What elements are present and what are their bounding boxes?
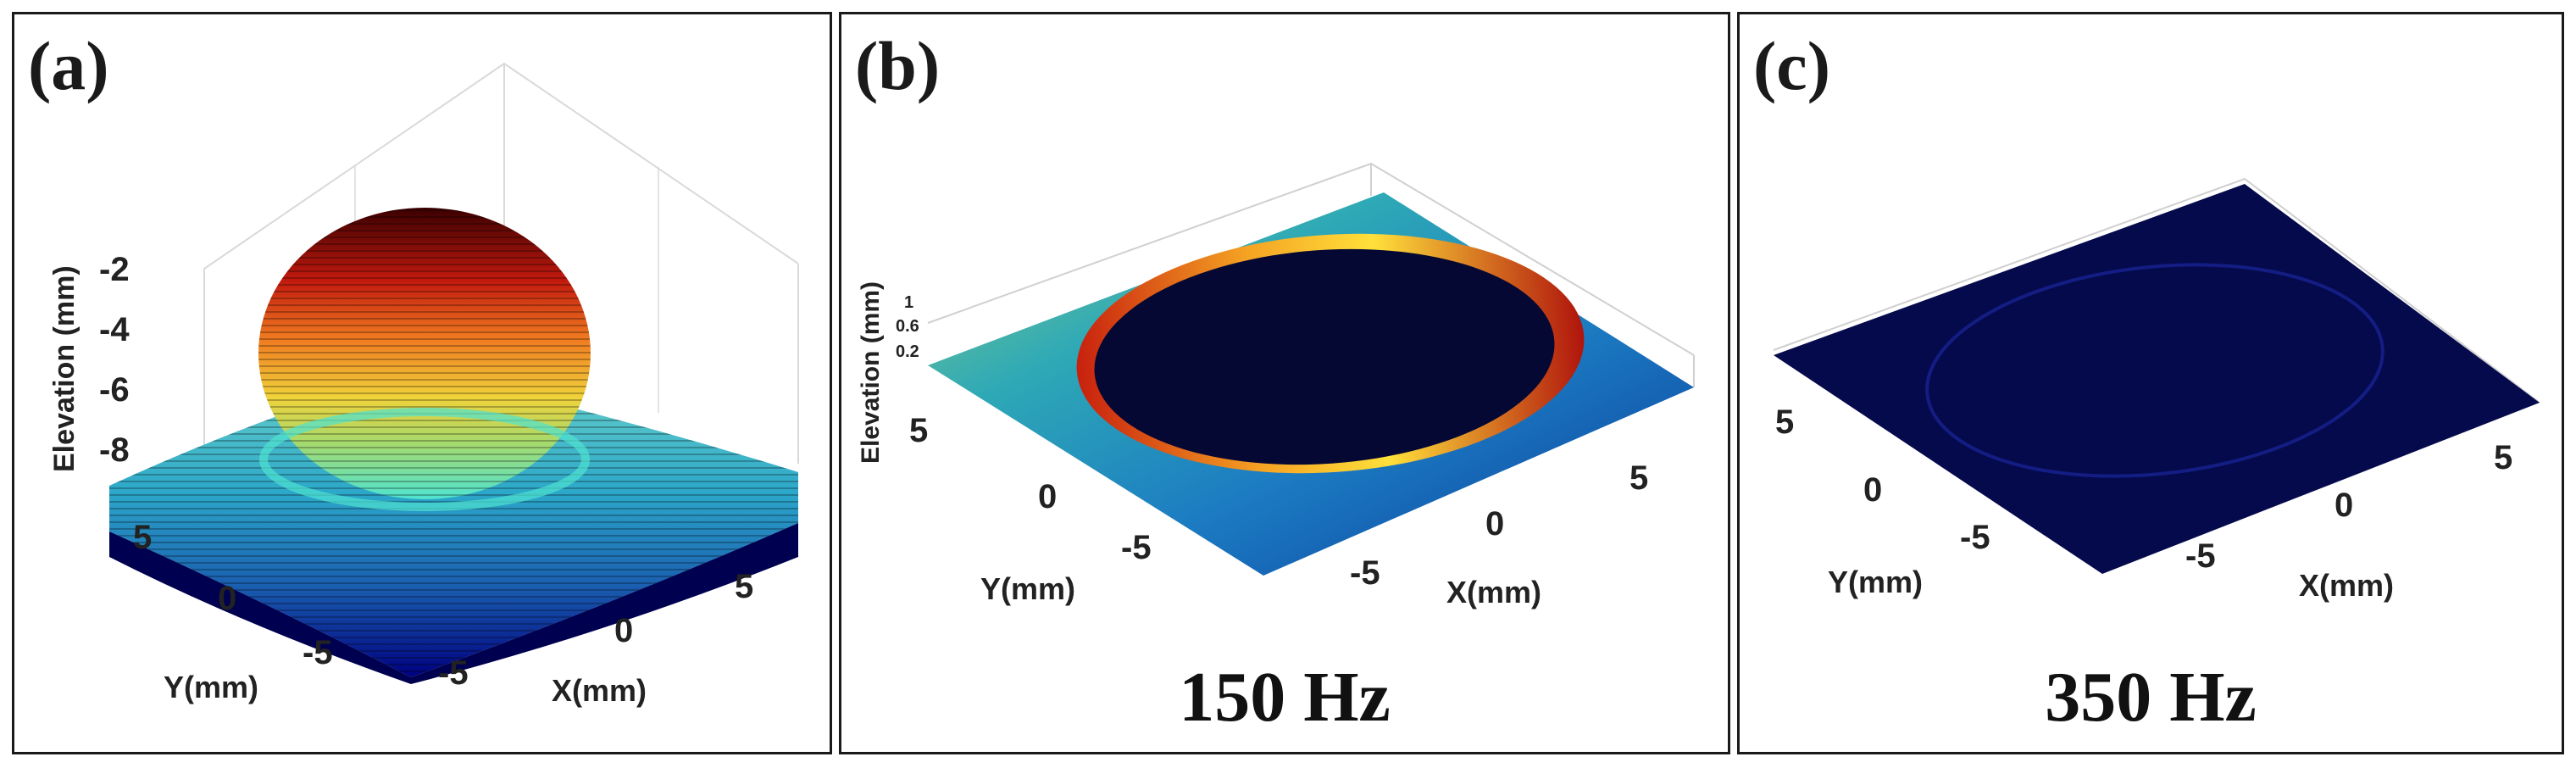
panel-a: (a)	[12, 12, 832, 754]
panel-c-plot: 5 0 -5 Y(mm) -5 0 5 X(mm)	[1773, 177, 2540, 603]
panel-b-y-ticks: 5 0 -5	[909, 412, 1152, 566]
panel-c-label: (c)	[1753, 27, 1831, 104]
panel-b-interior	[1094, 248, 1555, 465]
panel-c-y-label: Y(mm)	[1828, 565, 1923, 599]
panel-c-y-ticks: 5 0 -5	[1775, 403, 1990, 556]
panel-a-plot: -2 -4 -6 -8 Elevation (mm) 5 0 -5 Y(mm) …	[48, 62, 799, 708]
y-tick: 0	[1038, 478, 1057, 515]
panel-b-x-label: X(mm)	[1446, 575, 1541, 609]
x-tick: 5	[1629, 459, 1648, 497]
z-tick: -2	[99, 251, 130, 288]
y-tick: 5	[1775, 403, 1794, 441]
x-tick: 0	[614, 612, 633, 649]
y-tick: 5	[909, 412, 928, 449]
panel-c: (c) 5 0 -5 Y(mm) -5 0 5 X(mm) 350 Hz	[1737, 12, 2564, 754]
panel-a-y-label: Y(mm)	[164, 670, 258, 704]
panel-b-plot: 1 0.6 0.2 Elevation (mm) 5 0 -5 Y(mm) -5…	[857, 162, 1695, 609]
panel-a-x-ticks: -5 0 5	[438, 568, 753, 692]
panel-a-y-ticks: 5 0 -5	[133, 519, 333, 671]
panel-c-x-ticks: -5 0 5	[2185, 439, 2512, 575]
z-tick: -4	[99, 311, 130, 348]
z-tick: -8	[99, 431, 130, 469]
x-tick: 0	[2334, 487, 2353, 524]
panel-b: (b)	[839, 12, 1730, 754]
panel-a-z-ticks: -2 -4 -6 -8	[99, 251, 130, 469]
z-tick: 0.2	[896, 342, 919, 361]
y-tick: 0	[1863, 471, 1882, 509]
x-tick: -5	[438, 654, 469, 692]
panel-b-axes-box	[927, 162, 1695, 387]
panel-b-y-label: Y(mm)	[980, 571, 1075, 606]
y-tick: 5	[133, 519, 152, 556]
y-tick: -5	[303, 634, 333, 671]
panel-a-axes-box	[203, 62, 799, 472]
panel-c-axes-box	[1773, 177, 2540, 403]
y-tick: -5	[1960, 519, 1990, 556]
panel-c-plate	[1774, 184, 2540, 574]
panel-a-label: (a)	[28, 27, 109, 104]
panel-b-x-ticks: -5 0 5	[1350, 459, 1648, 592]
panel-c-frequency: 350 Hz	[2045, 658, 2257, 737]
panel-c-ring	[1925, 263, 2384, 478]
panel-a-z-label: Elevation (mm)	[48, 265, 80, 472]
x-tick: 5	[2494, 439, 2512, 476]
panel-b-z-ticks: 1 0.6 0.2	[896, 293, 919, 361]
x-tick: -5	[2185, 537, 2216, 575]
panel-a-x-label: X(mm)	[552, 673, 647, 708]
panel-b-label: (b)	[855, 27, 941, 104]
panel-b-frequency: 150 Hz	[1179, 658, 1391, 737]
panel-b-z-label: Elevation (mm)	[857, 281, 885, 464]
x-tick: 5	[735, 568, 753, 605]
y-tick: -5	[1121, 529, 1152, 566]
z-tick: 1	[904, 293, 913, 312]
x-tick: -5	[1350, 554, 1380, 592]
z-tick: -6	[99, 371, 130, 409]
x-tick: 0	[1485, 505, 1504, 543]
z-tick: 0.6	[896, 317, 919, 336]
panel-c-x-label: X(mm)	[2299, 568, 2394, 603]
y-tick: 0	[218, 580, 236, 617]
